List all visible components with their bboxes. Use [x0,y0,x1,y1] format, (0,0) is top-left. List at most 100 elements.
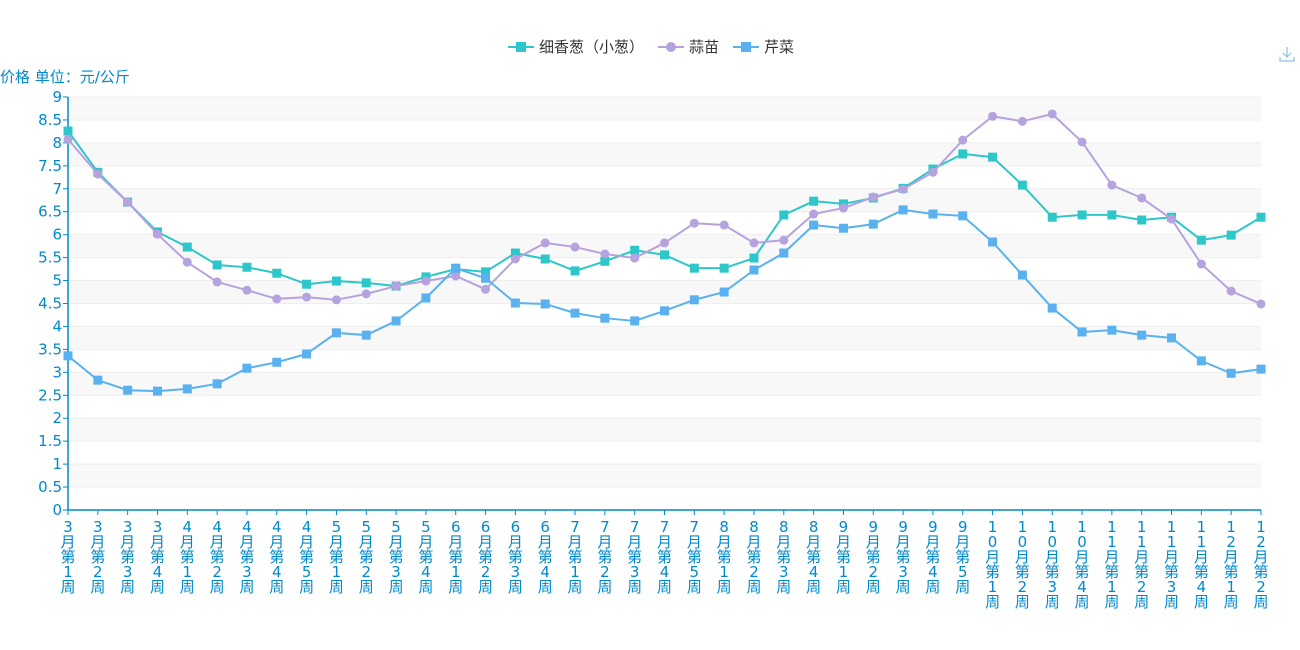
data-point [212,260,222,270]
data-point [928,167,938,177]
split-area [68,349,1261,373]
data-point [93,375,103,385]
y-axis-title: 价格 单位：元/公斤 [0,68,130,86]
data-point [481,267,491,277]
data-point [1167,214,1177,224]
data-point [689,218,699,228]
x-tick-label: 1 0 月第 3 周 [1045,518,1060,611]
x-tick-label: 1 2 月第 2 周 [1253,518,1268,611]
data-point [1137,330,1147,340]
data-point [123,197,133,207]
data-point [719,263,729,273]
data-point [749,238,759,248]
data-point [809,196,819,206]
data-point [660,238,669,248]
data-point [689,263,699,273]
data-point [1256,212,1266,222]
legend-item-celery[interactable]: 芹菜 [733,36,794,57]
x-tick-label: 3 月第 4 周 [150,518,165,596]
data-point [1107,325,1117,335]
x-tick-label: 1 2 月第 1 周 [1224,518,1239,611]
data-point [749,265,759,275]
data-point [361,278,371,288]
legend-label: 芹菜 [764,38,795,56]
y-tick-label: 2 [52,409,62,427]
data-point [630,316,640,326]
data-point [898,184,908,194]
data-point [988,111,998,121]
x-tick-label: 4 月第 4 周 [269,518,284,596]
data-point [302,349,312,359]
data-point [481,273,491,283]
data-point [600,256,610,266]
split-area [68,487,1261,510]
split-area [68,441,1261,465]
split-area [68,418,1261,442]
data-point [570,242,580,252]
x-tick-label: 9 月第 3 周 [896,518,911,596]
y-tick-label: 4 [52,317,62,335]
data-point [182,384,192,394]
x-tick-label: 6 月第 4 周 [538,518,553,596]
data-point [272,357,282,367]
y-tick-label: 5.5 [38,249,62,267]
x-tick-label: 1 0 月第 4 周 [1075,518,1090,611]
data-point [570,308,580,318]
data-point [242,363,252,373]
data-point [1077,137,1087,147]
data-point [272,294,282,304]
data-point [988,152,998,162]
data-point [1226,230,1236,240]
x-tick-label: 4 月第 5 周 [299,518,314,596]
data-point [391,316,401,326]
data-point [302,292,312,302]
x-tick-label: 1 1 月第 2 周 [1134,518,1149,611]
y-tick-label: 8 [52,134,62,152]
x-tick-label: 5 月第 4 周 [418,518,433,596]
data-point [1137,215,1147,225]
data-point [868,219,878,229]
data-point [242,285,252,295]
data-point [481,284,491,294]
data-point [361,289,371,299]
data-point [331,276,341,286]
data-point [451,271,461,281]
series-1 [63,109,1266,309]
x-tick-label: 1 0 月第 1 周 [985,518,1000,611]
data-point [510,298,520,308]
x-tick-label: 1 1 月第 4 周 [1194,518,1209,611]
data-point [630,253,640,263]
data-point [182,257,192,267]
y-tick-label: 3.5 [38,340,62,358]
y-tick-label: 1.5 [38,432,62,450]
legend-item-scallion[interactable]: 细香葱（小葱） [508,36,644,57]
data-point [331,328,341,338]
data-point [570,266,580,276]
data-point [93,169,103,179]
legend-label: 细香葱（小葱） [539,38,645,56]
data-point [1047,303,1057,313]
download-icon[interactable] [1278,45,1296,63]
x-tick-label: 7 月第 4 周 [657,518,672,596]
y-tick-label: 7 [52,180,62,198]
x-tick-label: 6 月第 1 周 [448,518,463,596]
x-tick-label: 3 月第 3 周 [120,518,135,596]
legend-item-garlic-sprout[interactable]: 蒜苗 [658,36,719,57]
data-point [719,220,729,230]
data-point [1137,193,1147,203]
split-area [68,257,1261,281]
x-tick-label: 5 月第 3 周 [389,518,404,596]
data-point [1196,356,1206,366]
data-point [868,192,878,202]
data-point [1226,286,1236,296]
data-point [1107,210,1117,220]
x-tick-label: 7 月第 5 周 [687,518,702,596]
data-point [152,386,162,396]
split-area [68,142,1261,166]
x-tick-label: 4 月第 3 周 [239,518,254,596]
data-point [63,134,73,144]
legend-square-icon [733,41,760,52]
data-point [838,223,848,233]
x-tick-label: 3 月第 1 周 [60,518,75,596]
